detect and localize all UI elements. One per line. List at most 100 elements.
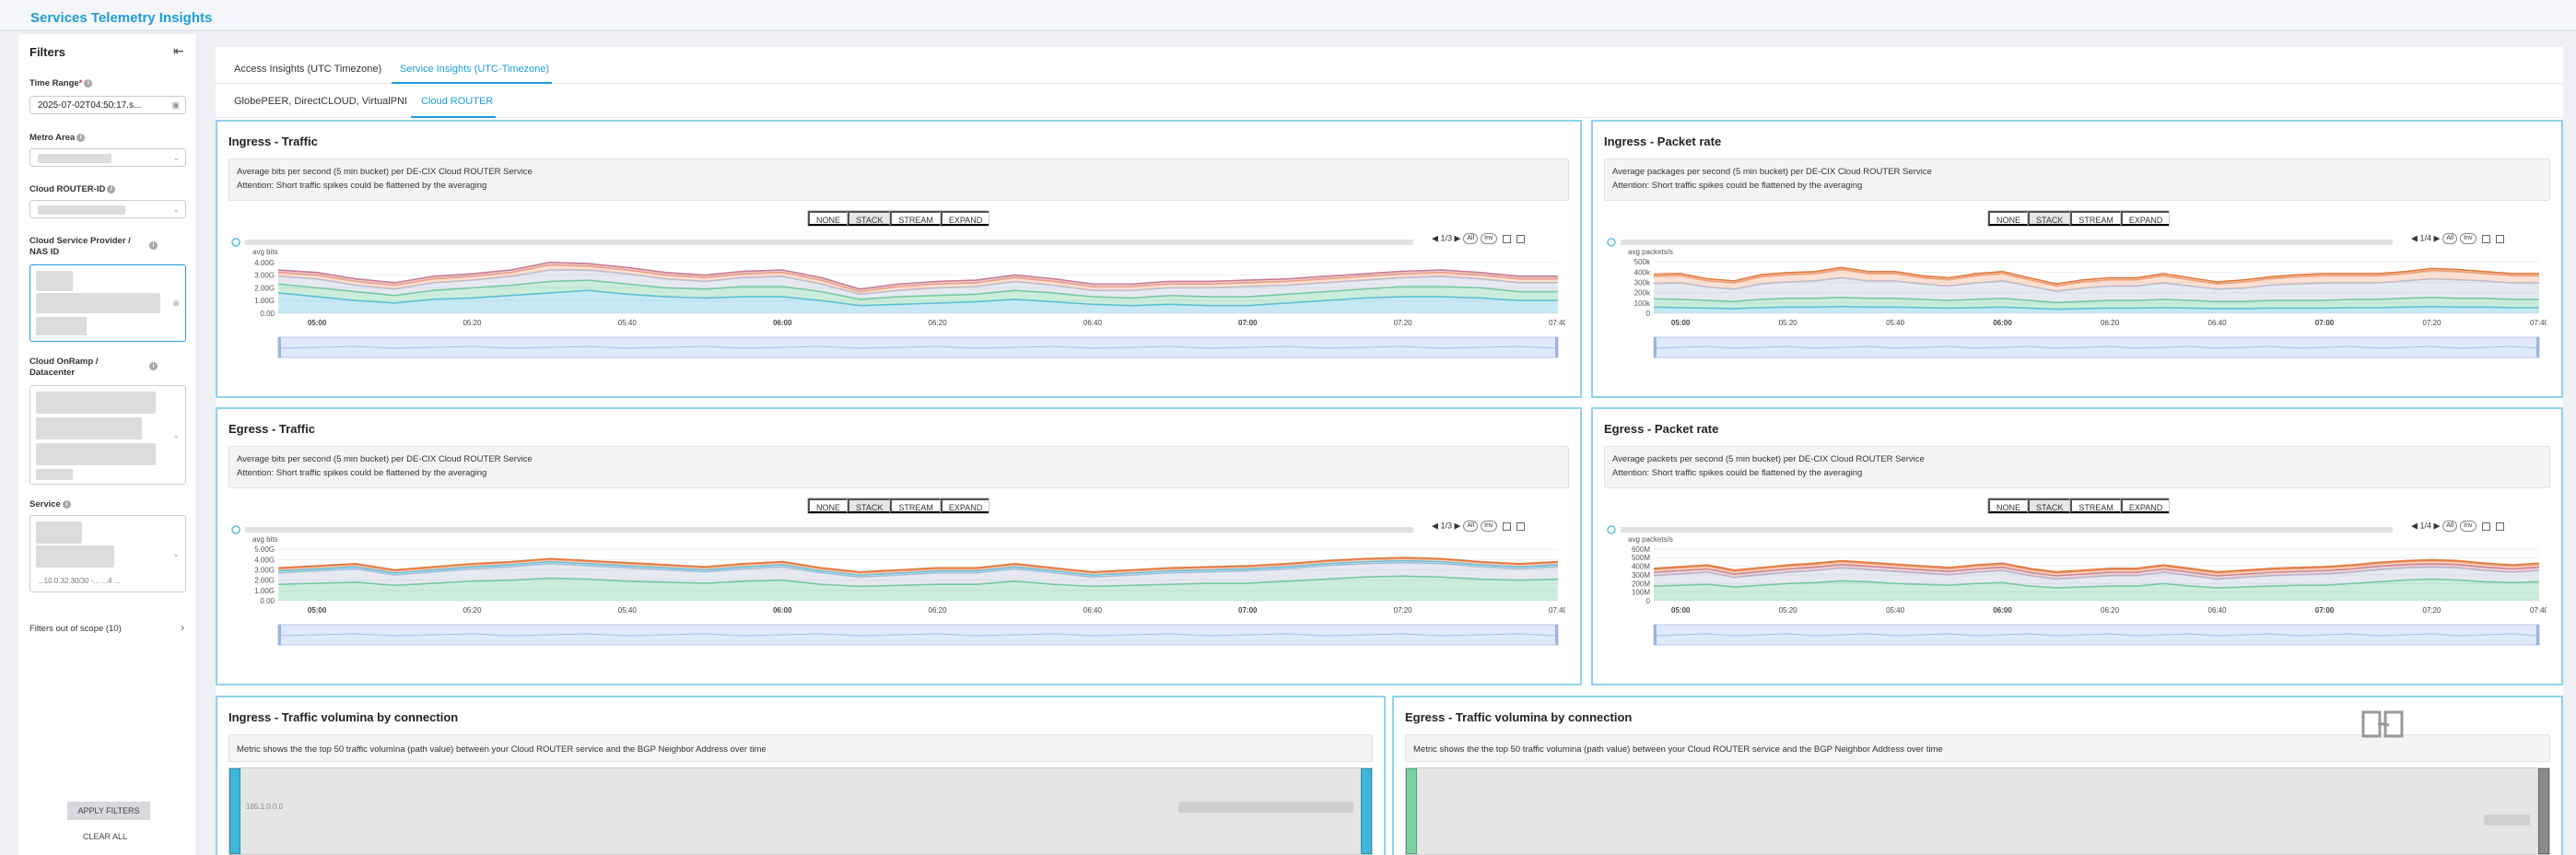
service-select[interactable]: ...10.0.32.30/30 -... ...4 ... ⌄	[29, 515, 186, 592]
mode-stream-button[interactable]: STREAM	[890, 211, 941, 226]
clear-all-button[interactable]: CLEAR ALL	[83, 832, 128, 841]
x-tick-label: 06:40	[1083, 319, 1103, 327]
reset-zoom-icon[interactable]	[1516, 521, 1525, 531]
y-axis-label: avg bits	[252, 535, 278, 544]
legend-strip[interactable]	[230, 522, 1419, 534]
zoom-icon[interactable]	[1502, 521, 1511, 531]
prev-page-icon[interactable]: ◀	[1432, 233, 1438, 243]
next-page-icon[interactable]: ▶	[1454, 233, 1461, 243]
series-line	[1653, 296, 2539, 304]
calendar-icon[interactable]: ▣	[171, 100, 180, 110]
loading-icon	[2361, 709, 2406, 740]
series-line	[277, 279, 1558, 300]
navigator-handle	[1555, 625, 1558, 645]
scroll-handle-right[interactable]	[2538, 768, 2549, 854]
zoom-icon[interactable]	[2481, 234, 2490, 243]
select-all-button[interactable]: All	[2442, 521, 2458, 532]
x-tick-label: 07:20	[2422, 319, 2441, 327]
panel-ingress-volumina: Ingress - Traffic volumina by connection…	[216, 696, 1386, 855]
series-area	[278, 280, 1558, 306]
next-page-icon[interactable]: ▶	[1454, 521, 1461, 531]
metro-area-select[interactable]: ⌄	[29, 148, 186, 167]
x-tick-label: 05:00	[308, 606, 327, 615]
onramp-select[interactable]: ⌄	[29, 385, 186, 485]
chevron-down-icon: ⌄	[172, 430, 180, 439]
mode-expand-button[interactable]: EXPAND	[940, 211, 989, 226]
mode-expand-button[interactable]: EXPAND	[2120, 498, 2170, 513]
chart-plot[interactable]: 0.00 1.00G 2.00G 3.00G 4.00G 05:00 05:20 05:40 0…	[227, 254, 1565, 374]
x-tick-label: 06:00	[773, 319, 792, 327]
mode-expand-button[interactable]: EXPAND	[940, 498, 989, 513]
reset-zoom-icon[interactable]	[1516, 234, 1525, 243]
legend-strip[interactable]	[1606, 522, 2398, 534]
mode-expand-button[interactable]: EXPAND	[2120, 211, 2170, 226]
mode-stream-button[interactable]: STREAM	[2070, 498, 2121, 513]
prev-page-icon[interactable]: ◀	[2411, 521, 2418, 531]
mode-none-button[interactable]: NONE	[1988, 211, 2029, 226]
navigator-line	[277, 633, 1559, 638]
select-all-button[interactable]: All	[1463, 521, 1479, 532]
tab-service-insights[interactable]: Service Insights (UTC-Timezone)	[400, 64, 550, 75]
redacted-value	[36, 443, 156, 465]
chart-mode-group: NONE STACK STREAM EXPAND	[1987, 210, 2171, 227]
clear-icon[interactable]: ⊗	[172, 299, 180, 308]
mode-none-button[interactable]: NONE	[1988, 498, 2029, 513]
csp-select[interactable]: ⊗	[29, 264, 186, 342]
series-line	[277, 559, 1559, 576]
apply-filters-button[interactable]: APPLY FILTERS	[67, 802, 150, 820]
navigator-handle	[278, 337, 281, 357]
mode-stream-button[interactable]: STREAM	[890, 498, 941, 513]
tab-globepeer[interactable]: GlobePEER, DirectCLOUD, VirtualPNI	[234, 96, 408, 107]
invert-selection-button[interactable]: Inv	[2460, 233, 2476, 244]
scroll-handle-left[interactable]	[1406, 768, 1417, 854]
prev-page-icon[interactable]: ◀	[1432, 521, 1438, 531]
volumina-chart[interactable]: 185.1.0.0.0	[228, 767, 1373, 855]
zoom-icon[interactable]	[2481, 521, 2490, 531]
mode-stack-button[interactable]: STACK	[2028, 498, 2071, 513]
invert-selection-button[interactable]: Inv	[2460, 521, 2476, 532]
app-title[interactable]: Services Telemetry Insights	[30, 10, 213, 26]
next-page-icon[interactable]: ▶	[2433, 521, 2441, 531]
mode-none-button[interactable]: NONE	[808, 498, 849, 513]
mode-stack-button[interactable]: STACK	[848, 211, 891, 226]
invert-selection-button[interactable]: Inv	[1481, 233, 1497, 244]
y-tick-label: 400M	[1632, 563, 1650, 571]
next-page-icon[interactable]: ▶	[2433, 233, 2441, 243]
chevron-down-icon: ⌄	[172, 153, 180, 162]
mode-stream-button[interactable]: STREAM	[2070, 211, 2121, 226]
filters-out-of-scope[interactable]: Filters out of scope (10) ›	[29, 623, 184, 634]
mode-stack-button[interactable]: STACK	[848, 498, 891, 513]
volumina-chart[interactable]	[1405, 767, 2550, 855]
time-range-input[interactable]: 2025-07-02T04:50:17.s... ▣	[29, 96, 186, 114]
prev-page-icon[interactable]: ◀	[2411, 233, 2418, 243]
redacted-value	[36, 469, 73, 480]
chart-plot[interactable]: 0.00 1.00G 2.00G 3.00G 4.00G 5.00G 05:00 05:20 0…	[227, 542, 1565, 662]
select-all-button[interactable]: All	[1463, 233, 1479, 244]
series-line	[277, 557, 1559, 574]
collapse-left-icon[interactable]: ⇤	[173, 43, 184, 58]
x-tick-label: 07:40	[2530, 319, 2547, 327]
mode-stack-button[interactable]: STACK	[2028, 211, 2071, 226]
scroll-handle-left[interactable]	[229, 768, 240, 854]
series-line	[1653, 560, 2540, 574]
tab-access-insights[interactable]: Access Insights (UTC Timezone)	[234, 64, 382, 75]
mode-none-button[interactable]: NONE	[808, 211, 849, 226]
panel-egress-volumina: Egress - Traffic volumina by connection …	[1392, 696, 2563, 855]
panel-title: Egress - Traffic volumina by connection	[1405, 710, 1633, 724]
select-all-button[interactable]: All	[2442, 233, 2458, 244]
reset-zoom-icon[interactable]	[2495, 234, 2504, 243]
chevron-down-icon: ⌄	[172, 549, 180, 558]
zoom-icon[interactable]	[1502, 234, 1511, 243]
x-tick-label: 06:40	[1083, 606, 1103, 615]
y-axis-label: avg bits	[252, 248, 278, 256]
y-tick-label: 5.00G	[254, 545, 275, 554]
reset-zoom-icon[interactable]	[2495, 521, 2504, 531]
invert-selection-button[interactable]: Inv	[1481, 521, 1497, 532]
scroll-handle-right[interactable]	[1361, 768, 1372, 854]
tab-cloud-router[interactable]: Cloud ROUTER	[421, 96, 494, 107]
cloud-router-id-select[interactable]: ⌄	[29, 200, 186, 218]
legend-strip[interactable]	[230, 235, 1419, 247]
legend-strip[interactable]	[1606, 235, 2398, 247]
